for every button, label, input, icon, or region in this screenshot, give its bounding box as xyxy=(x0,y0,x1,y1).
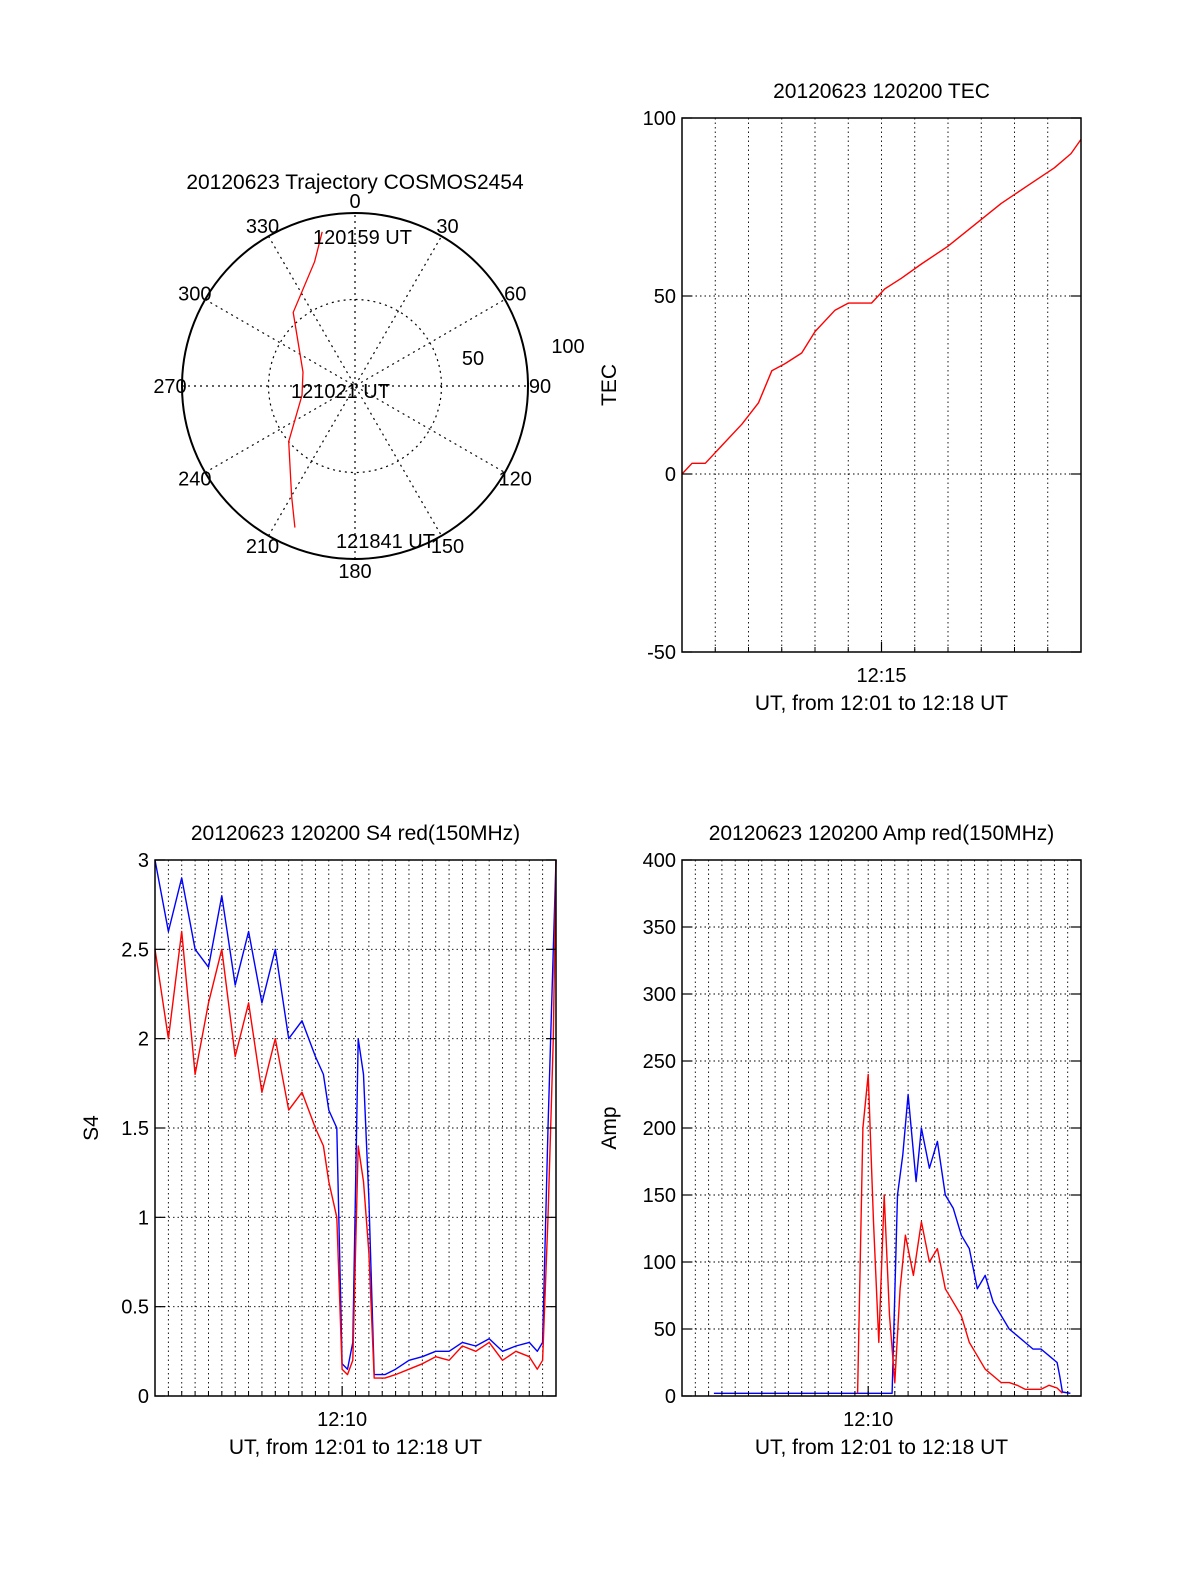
azimuth-label: 0 xyxy=(349,191,360,213)
y-tick-label: 300 xyxy=(643,984,676,1006)
azimuth-label: 90 xyxy=(529,376,551,398)
y-axis-label: TEC xyxy=(598,364,621,406)
y-tick-label: 0 xyxy=(138,1386,149,1408)
azimuth-label: 270 xyxy=(153,376,186,398)
y-tick-label: 2 xyxy=(138,1029,149,1051)
y-tick-label: 250 xyxy=(643,1051,676,1073)
y-tick-label: 50 xyxy=(654,1319,676,1341)
radius-label: 50 xyxy=(462,348,484,370)
x-axis-label: UT, from 12:01 to 12:18 UT xyxy=(755,1436,1008,1459)
trajectory-line xyxy=(288,231,323,528)
y-tick-label: 400 xyxy=(643,850,676,872)
series-line-red xyxy=(681,138,1082,475)
azimuth-label: 120 xyxy=(499,469,532,491)
azimuth-label: 330 xyxy=(246,216,279,238)
chart-title: 20120623 120200 TEC xyxy=(773,80,990,103)
y-tick-label: 2.5 xyxy=(121,939,149,961)
series-line-red xyxy=(856,1073,1063,1394)
y-tick-label: 0 xyxy=(665,464,676,486)
amp-chart: 20120623 120200 Amp red(150MHz) 0 50 100 150… xyxy=(598,822,1082,1459)
azimuth-label: 300 xyxy=(178,284,211,306)
radius-label: 100 xyxy=(551,336,584,358)
azimuth-label: 60 xyxy=(504,284,526,306)
y-tick-label: 350 xyxy=(643,917,676,939)
tec-chart: 20120623 120200 TEC -50 0 50 100 12:15 UT, fro… xyxy=(598,80,1082,715)
azimuth-label: 210 xyxy=(246,536,279,558)
y-tick-label: 100 xyxy=(643,108,676,130)
y-tick-label: 3 xyxy=(138,850,149,872)
chart-title: 20120623 120200 S4 red(150MHz) xyxy=(191,822,520,845)
chart-title: 20120623 120200 Amp red(150MHz) xyxy=(709,822,1055,845)
x-tick-label: 12:10 xyxy=(317,1409,367,1431)
azimuth-label: 180 xyxy=(338,561,371,583)
azimuth-label: 240 xyxy=(178,469,211,491)
y-tick-label: 1 xyxy=(138,1207,149,1229)
y-axis-label: Amp xyxy=(598,1106,621,1149)
series-line-blue xyxy=(154,859,557,1376)
y-tick-label: 150 xyxy=(643,1185,676,1207)
polar-spoke xyxy=(204,298,506,474)
series-line-red xyxy=(154,859,557,1379)
chart-title: 20120623 Trajectory COSMOS2454 xyxy=(186,171,524,194)
track-time-label: 120159 UT xyxy=(313,227,412,249)
azimuth-label: 150 xyxy=(431,536,464,558)
azimuth-label: 30 xyxy=(436,216,458,238)
track-time-label: 121841 UT xyxy=(336,531,435,553)
x-axis-label: UT, from 12:01 to 12:18 UT xyxy=(229,1436,482,1459)
y-tick-label: -50 xyxy=(647,642,676,664)
polar-spoke xyxy=(267,235,443,537)
y-tick-label: 100 xyxy=(643,1252,676,1274)
y-tick-label: 1.5 xyxy=(121,1118,149,1140)
s4-chart: 20120623 120200 S4 red(150MHz) 0 0.5 1 1.5 2 2… xyxy=(80,822,557,1459)
y-tick-label: 0 xyxy=(665,1386,676,1408)
polar-spoke xyxy=(204,298,506,474)
series-line-blue xyxy=(713,1093,1071,1395)
track-time-label: 121021 UT xyxy=(291,381,390,403)
x-tick-label: 12:10 xyxy=(843,1409,893,1431)
x-tick-label: 12:15 xyxy=(856,665,906,687)
polar-spoke xyxy=(267,235,443,537)
y-tick-label: 50 xyxy=(654,286,676,308)
x-axis-label: UT, from 12:01 to 12:18 UT xyxy=(755,692,1008,715)
y-tick-label: 0.5 xyxy=(121,1297,149,1319)
y-axis-label: S4 xyxy=(80,1115,103,1141)
y-tick-label: 200 xyxy=(643,1118,676,1140)
